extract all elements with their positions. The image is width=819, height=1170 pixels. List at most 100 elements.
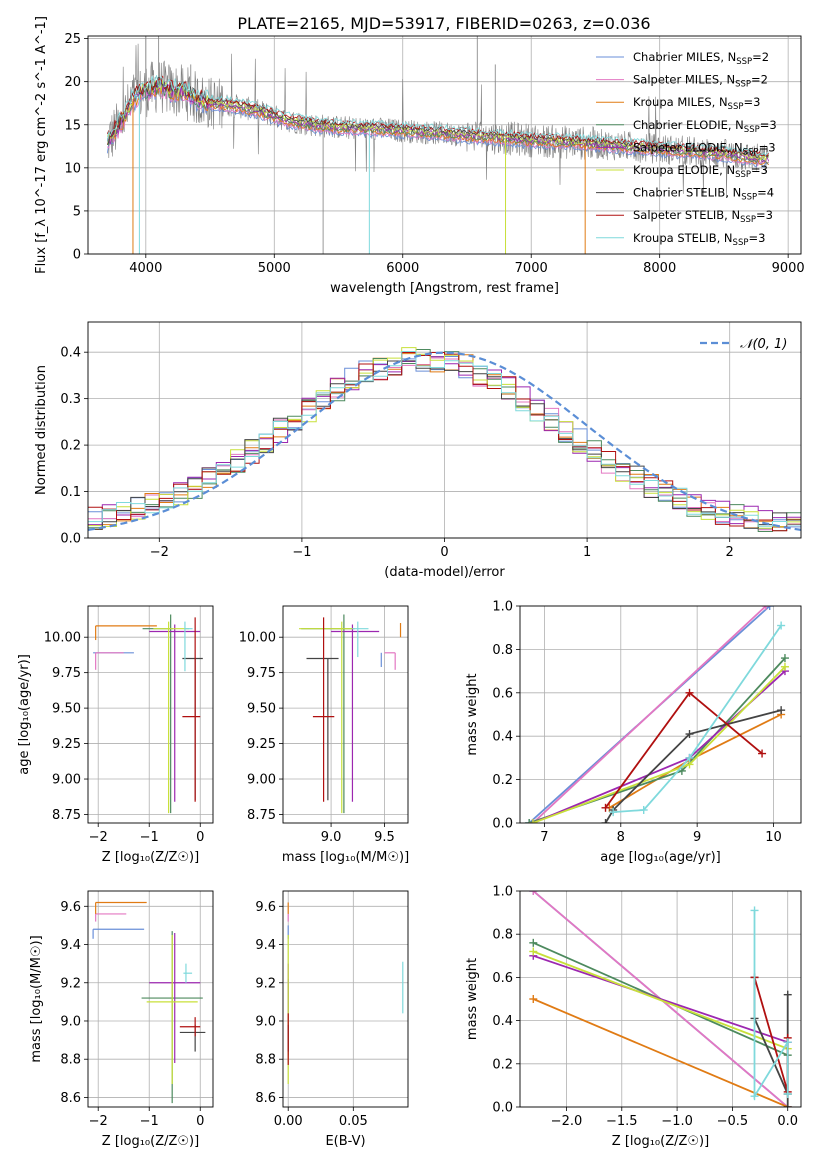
x-tick-label: 2 — [726, 545, 734, 560]
error-bar-point — [95, 652, 124, 670]
y-tick-label: 15 — [64, 118, 81, 133]
x-tick-label: 9.5 — [374, 830, 395, 845]
panel-mass_vs_Z: −2 −1 0 8.6 8.8 9.0 9.2 9.4 9.6 Z [log₁₀(Z/Z☉)] ma… — [29, 890, 214, 1149]
plus-marker — [601, 803, 610, 812]
legend-subscript: SSP — [735, 170, 751, 180]
error-bar-point — [153, 621, 190, 814]
legend-tail: =3 — [756, 208, 773, 222]
y-tick-label: 0.4 — [492, 730, 513, 745]
x-axis-label: Z [log₁₀(Z/Z☉)] — [102, 850, 199, 865]
panel-spectrum: 4000 5000 6000 7000 8000 9000 0 5 10 15 20 25 wavele… — [34, 16, 805, 296]
plus-marker — [777, 706, 786, 715]
y-tick-label: 9.00 — [52, 773, 81, 788]
mass-weight-line — [532, 998, 789, 1107]
plus-marker — [525, 819, 534, 823]
legend-label: Kroupa MILES, NSSP=3 — [633, 95, 760, 112]
model-spectrum — [106, 79, 769, 162]
legend-label: Salpeter MILES, NSSP=2 — [633, 73, 768, 90]
error-bar-point — [384, 652, 396, 670]
y-tick-label: 0.2 — [492, 1057, 513, 1072]
plus-marker — [750, 906, 759, 915]
y-tick-label: 0.0 — [492, 817, 513, 832]
y-tick-label: 8.8 — [60, 1053, 81, 1068]
x-axis-label: wavelength [Angstrom, rest frame] — [330, 281, 559, 296]
x-tick-label: 0 — [440, 545, 448, 560]
ticks: −2 −1 0 8.6 8.8 9.0 9.2 9.4 9.6 — [60, 900, 204, 1129]
x-tick-label: 0.05 — [339, 1114, 368, 1129]
ticks: −2.0 −1.5 −1.0 −0.5 0.0 0.0 0.2 0.4 0.6 0.8 1.0 — [492, 885, 798, 1130]
axes-frame — [519, 605, 802, 824]
mass-weight-line — [604, 709, 782, 823]
error-bar-point — [149, 933, 201, 1064]
legend-subscript: SSP — [736, 57, 752, 67]
plot-area — [88, 347, 801, 532]
error-bar-point — [92, 928, 145, 939]
y-tick-label: 9.00 — [247, 773, 276, 788]
plus-marker — [528, 819, 537, 823]
x-tick-label: 7000 — [515, 261, 548, 276]
plus-marker — [685, 730, 694, 739]
legend-subscript: SSP — [741, 193, 757, 203]
x-axis-label: mass [log₁₀(M/M☉)] — [282, 850, 409, 865]
axes-frame — [87, 890, 214, 1108]
axes-frame — [87, 35, 802, 255]
x-tick-label: −1.0 — [661, 1114, 693, 1129]
legend-subscript: SSP — [733, 238, 749, 248]
x-tick-label: 8000 — [643, 261, 676, 276]
x-tick-label: −0.5 — [717, 1114, 749, 1129]
legend: 𝒩(0, 1) — [700, 337, 787, 352]
y-tick-label: 1.0 — [492, 600, 513, 615]
axes-frame — [282, 605, 409, 824]
plus-marker — [529, 891, 538, 895]
error-bar-point — [312, 617, 335, 802]
y-tick-label: 0.0 — [492, 1101, 513, 1116]
legend: Chabrier MILES, NSSP=2 Salpeter MILES, NS… — [596, 50, 777, 248]
legend-tail: =3 — [751, 163, 768, 177]
legend-subscript: SSP — [740, 215, 756, 225]
legend-tail: =3 — [759, 140, 776, 154]
mass-weight-line — [532, 666, 786, 823]
y-tick-label: 9.4 — [255, 938, 276, 953]
x-tick-label: 9000 — [772, 261, 805, 276]
x-tick-label: 5000 — [258, 261, 291, 276]
plus-marker — [783, 1103, 792, 1107]
legend-tail: =3 — [760, 118, 777, 132]
plot-area — [299, 614, 402, 814]
y-tick-label: 8.75 — [247, 808, 276, 823]
legend-subscript: SSP — [735, 80, 751, 90]
x-tick-label: 7 — [540, 830, 548, 845]
x-tick-label: 9.0 — [321, 830, 342, 845]
panel-residuals: −2 −1 0 1 2 0.0 0.1 0.2 0.3 0.4 (data-model)/error… — [34, 321, 802, 580]
y-tick-label: 8.75 — [52, 808, 81, 823]
y-tick-label: 9.4 — [60, 938, 81, 953]
ticks: 0.00 0.05 8.6 8.8 9.0 9.2 9.4 9.6 — [255, 900, 367, 1129]
y-tick-label: 0.6 — [492, 686, 513, 701]
panel-age_vs_mass: 9.0 9.5 8.75 9.00 9.25 9.50 9.75 10.00 mass [log… — [239, 605, 409, 865]
plus-marker — [783, 1038, 792, 1047]
x-tick-label: −1 — [140, 830, 159, 845]
plus-marker — [685, 753, 694, 762]
plus-marker — [529, 995, 538, 1003]
plus-marker — [529, 947, 538, 956]
model-spectrum — [106, 85, 769, 168]
panel-mass_weight_vs_Z: −2.0 −1.5 −1.0 −0.5 0.0 0.0 0.2 0.4 0.6 0.8 1.0 Z [… — [465, 885, 802, 1149]
plus-marker — [609, 808, 618, 817]
plus-marker — [765, 606, 774, 610]
x-tick-label: 6000 — [386, 261, 419, 276]
x-tick-label: −2 — [89, 830, 108, 845]
y-tick-label: 9.50 — [247, 702, 276, 717]
axes-frame — [282, 890, 409, 1108]
grid — [88, 606, 213, 823]
panel-mass_vs_ebv: 0.00 0.05 8.6 8.8 9.0 9.2 9.4 9.6 E(B-V) — [255, 890, 409, 1149]
grid — [283, 891, 408, 1107]
x-tick-label: 0.0 — [777, 1114, 798, 1129]
y-tick-label: 0.4 — [492, 1014, 513, 1029]
y-tick-label: 0.4 — [60, 346, 81, 361]
x-tick-label: −1.5 — [606, 1114, 638, 1129]
error-bar-point — [352, 621, 369, 658]
error-bar-point — [184, 621, 193, 672]
mass-weight-line — [753, 910, 789, 1100]
panel-age_vs_Z: −2 −1 0 8.75 9.00 9.25 9.50 9.75 10.00 Z [log₁₀(Z… — [17, 605, 214, 865]
x-tick-label: −1 — [140, 1114, 159, 1129]
